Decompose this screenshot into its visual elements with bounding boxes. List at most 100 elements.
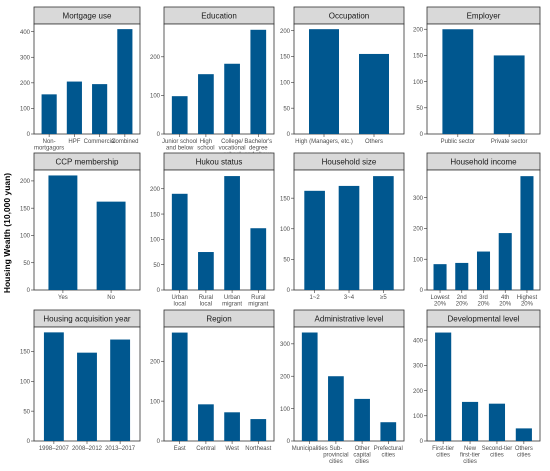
- y-tick-label: 100: [150, 94, 161, 100]
- y-tick-label: 300: [413, 364, 424, 370]
- facet-title: Developmental level: [447, 315, 519, 324]
- y-tick-label: 100: [150, 238, 161, 244]
- x-tick-label: 2008–2012: [72, 446, 103, 452]
- bar: [338, 185, 360, 290]
- facet-panel: CCP membership 0 50 100 150 200 Yes No: [20, 152, 141, 301]
- x-tick-label: HPF: [68, 139, 80, 145]
- x-tick-label: 2013–2017: [105, 446, 136, 452]
- y-tick-label: 150: [413, 54, 424, 60]
- y-tick-label: 50: [283, 106, 290, 112]
- bar: [309, 29, 339, 134]
- x-tick-label: Non-mortgagors: [34, 139, 64, 152]
- x-tick-label: 4th 20%: [499, 295, 512, 308]
- x-tick-label: Sub-provincial cities: [323, 446, 348, 465]
- y-tick-label: 150: [20, 350, 31, 356]
- facet-title: Household size: [322, 158, 377, 167]
- x-tick-label: High school: [197, 139, 214, 152]
- facet-title: Housing acquisition year: [43, 315, 130, 324]
- x-tick-label: Yes: [58, 295, 68, 301]
- y-tick-label: 200: [280, 374, 291, 380]
- y-tick-label: 150: [150, 212, 161, 218]
- x-tick-label: Urban migrant: [222, 295, 242, 308]
- x-tick-label: Rural local: [199, 295, 213, 308]
- bar: [250, 419, 267, 441]
- x-tick-label: Urban local: [172, 295, 188, 308]
- bar: [328, 376, 344, 441]
- y-tick-label: 0: [420, 132, 424, 138]
- facet-title: Administrative level: [315, 315, 384, 324]
- bar: [198, 74, 214, 134]
- y-tick-label: 150: [280, 196, 291, 202]
- bar: [48, 175, 78, 290]
- y-tick-label: 200: [150, 359, 161, 365]
- x-tick-label: Central: [196, 446, 215, 452]
- x-tick-label: First-tier cities: [432, 446, 454, 459]
- bar: [493, 55, 525, 134]
- x-tick-label: Other capital cities: [353, 446, 370, 465]
- x-tick-label: Municipalities: [292, 446, 328, 452]
- facet-panel: Household income 0 100 200 300 Lowest 20% 2nd 20…: [413, 152, 541, 308]
- x-tick-label: Prefectural cities: [374, 446, 403, 459]
- bar: [476, 251, 491, 290]
- y-tick-label: 0: [420, 288, 424, 294]
- y-tick-label: 200: [150, 187, 161, 193]
- x-tick-label: West: [225, 446, 239, 452]
- bar: [224, 63, 240, 134]
- facet-panel: Occupation 0 50 100 150 200 High (Managers, et…: [280, 6, 405, 145]
- x-tick-label: 3rd 20%: [477, 295, 490, 308]
- bar: [250, 29, 267, 134]
- x-tick-label: New first-tier cities: [460, 446, 480, 465]
- y-axis-label: Housing Wealth (10,000 yuan): [0, 0, 14, 466]
- bar: [301, 332, 318, 441]
- y-tick-label: 300: [413, 196, 424, 202]
- y-tick-label: 50: [23, 409, 30, 415]
- y-tick-label: 0: [157, 439, 161, 445]
- y-tick-label: 100: [150, 399, 161, 405]
- facet-panel: Housing acquisition year 0 50 100 150 1998–20…: [20, 309, 141, 452]
- x-tick-label: Others: [365, 139, 383, 145]
- facet-title: Education: [201, 12, 237, 21]
- y-tick-label: 400: [413, 338, 424, 344]
- x-tick-label: Combined: [111, 139, 138, 145]
- y-tick-label: 0: [287, 132, 291, 138]
- y-tick-label: 0: [420, 439, 424, 445]
- bar: [171, 193, 188, 290]
- facet-panel: Household size 0 50 100 150 1~2 3~4 ≥5: [280, 152, 405, 301]
- y-tick-label: 100: [20, 234, 31, 240]
- bar: [198, 252, 214, 290]
- y-tick-label: 0: [287, 439, 291, 445]
- bar: [250, 228, 267, 290]
- x-tick-label: Highest 20%: [517, 295, 538, 308]
- facet-title: Occupation: [329, 12, 369, 21]
- x-tick-label: 2nd 20%: [456, 295, 469, 308]
- y-tick-label: 100: [20, 107, 31, 113]
- bar: [117, 29, 133, 134]
- y-tick-label: 0: [27, 439, 31, 445]
- y-tick-label: 50: [416, 106, 423, 112]
- facet-panel: Administrative level 0 100 200 300 Municipali…: [280, 309, 405, 465]
- bar: [435, 332, 452, 441]
- bar: [43, 332, 64, 441]
- bar: [442, 29, 474, 134]
- y-tick-label: 200: [280, 29, 291, 35]
- y-tick-label: 0: [27, 288, 31, 294]
- y-tick-label: 200: [150, 55, 161, 61]
- facet-title: Hukou status: [196, 158, 243, 167]
- bar: [380, 422, 397, 441]
- x-tick-label: No: [107, 295, 115, 301]
- y-tick-label: 300: [280, 342, 291, 348]
- y-tick-label: 0: [287, 288, 291, 294]
- y-tick-label: 50: [23, 261, 30, 267]
- y-tick-label: 200: [413, 227, 424, 233]
- x-tick-label: 1998–2007: [39, 446, 70, 452]
- bar: [66, 81, 82, 134]
- facet-title: Region: [206, 315, 231, 324]
- x-tick-label: High (Managers, etc.): [295, 139, 353, 145]
- bar: [110, 339, 131, 441]
- bar: [461, 401, 479, 441]
- bar: [304, 190, 325, 290]
- bar: [224, 412, 240, 441]
- bar: [515, 428, 532, 441]
- x-tick-label: East: [174, 446, 186, 452]
